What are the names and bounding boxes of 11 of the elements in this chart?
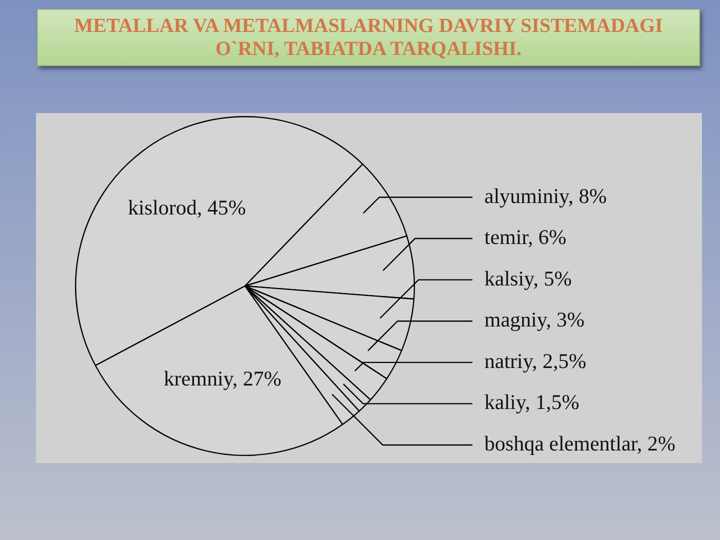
slice-label: magniy, 3% — [484, 308, 585, 332]
slice-label: boshqa elementlar, 2% — [484, 432, 676, 456]
slice-label: alyuminiy, 8% — [484, 184, 607, 208]
title-banner: METALLAR VA METALMASLARNING DAVRIY SISTEMADAGI O`RNI, TABIATDA TARQALISHI. — [37, 9, 700, 66]
slice-label: natriy, 2,5% — [484, 348, 586, 373]
slice-label: temir, 6% — [484, 225, 566, 250]
slice-label: kislorod, 45% — [128, 195, 246, 220]
chart-title: METALLAR VA METALMASLARNING DAVRIY SISTEMADAGI O`RNI, TABIATDA TARQALISHI. — [73, 14, 664, 60]
slice-label: kaliy, 1,5% — [484, 390, 580, 414]
slice-label: kalsiy, 5% — [484, 266, 572, 290]
slice-label: kremniy, 27% — [164, 366, 282, 390]
